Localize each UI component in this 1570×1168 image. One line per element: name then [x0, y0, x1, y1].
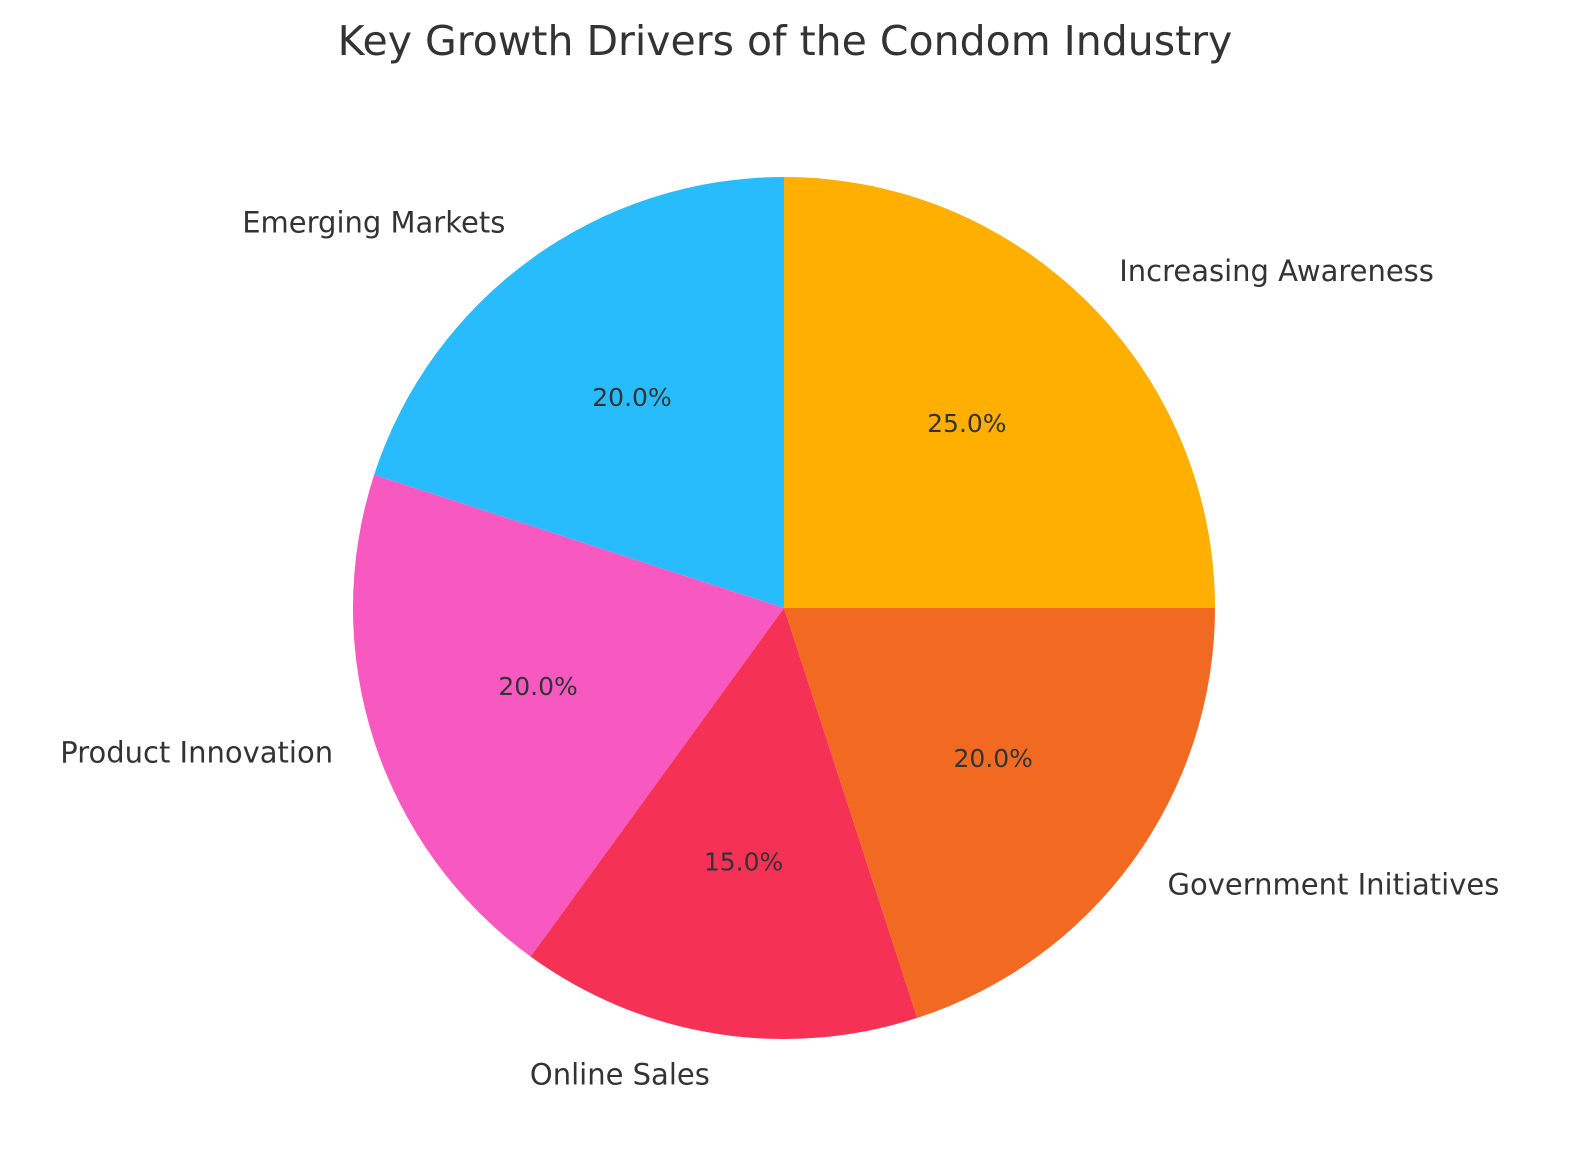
pie-slices — [352, 177, 1215, 1039]
pie-slice-product-innovation — [352, 474, 784, 957]
slice-percent-emerging-markets: 20.0% — [592, 383, 671, 412]
slice-percent-product-innovation: 20.0% — [498, 672, 577, 701]
pie-slice-government-initiatives — [784, 608, 1215, 1018]
slice-label-increasing-awareness: Increasing Awareness — [1119, 254, 1434, 288]
slice-percent-government-initiatives: 20.0% — [954, 744, 1033, 773]
slice-percent-increasing-awareness: 25.0% — [927, 409, 1006, 438]
pie-labels: Emerging Markets 20.0% Product Innovation 2… — [60, 205, 1499, 1091]
slice-label-government-initiatives: Government Initiatives — [1168, 868, 1500, 902]
slice-percent-online-sales: 15.0% — [704, 847, 783, 876]
pie-slice-increasing-awareness — [784, 177, 1215, 608]
pie-slice-emerging-markets — [374, 177, 784, 608]
slice-label-emerging-markets: Emerging Markets — [242, 205, 505, 239]
chart-title: Key Growth Drivers of the Condom Industr… — [338, 17, 1233, 65]
slice-label-product-innovation: Product Innovation — [60, 736, 333, 770]
pie-slice-online-sales — [530, 608, 918, 1039]
slice-label-online-sales: Online Sales — [530, 1057, 710, 1091]
